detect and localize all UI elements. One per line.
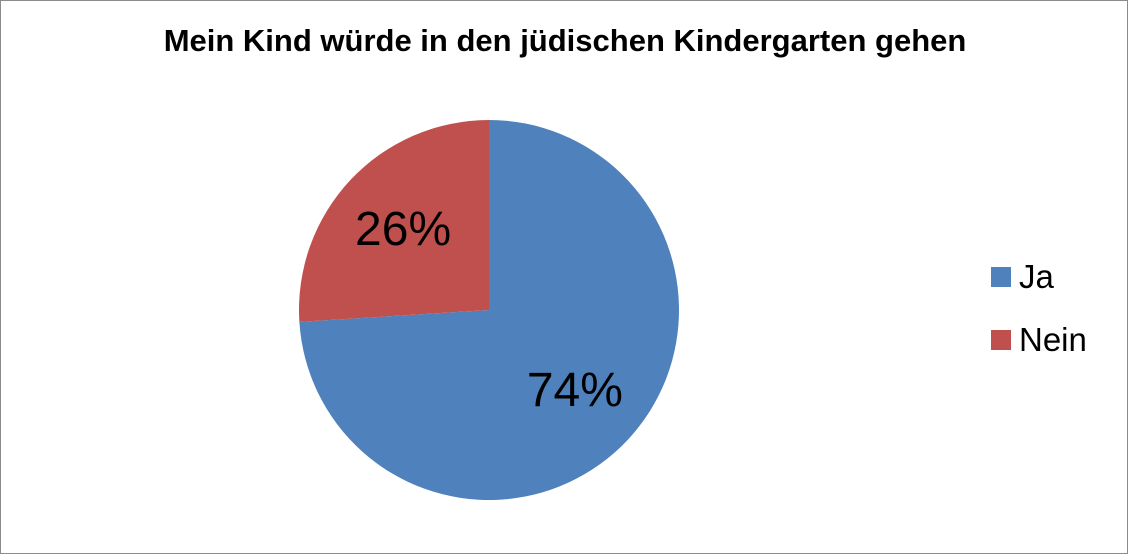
- legend-swatch-nein: [991, 330, 1011, 350]
- legend-item-ja: Ja: [991, 258, 1087, 295]
- slice-ja: [299, 120, 679, 500]
- legend-label-nein: Nein: [1019, 321, 1087, 358]
- slice-label-nein: 26%: [355, 203, 451, 256]
- legend-label-ja: Ja: [1019, 258, 1054, 295]
- legend-swatch-ja: [991, 267, 1011, 287]
- slice-nein: [298, 120, 489, 322]
- legend-item-nein: Nein: [991, 321, 1087, 358]
- chart-title: Mein Kind würde in den jüdischen Kinderg…: [163, 23, 967, 58]
- slice-label-ja: 74%: [527, 364, 623, 417]
- legend: Ja Nein: [991, 258, 1087, 385]
